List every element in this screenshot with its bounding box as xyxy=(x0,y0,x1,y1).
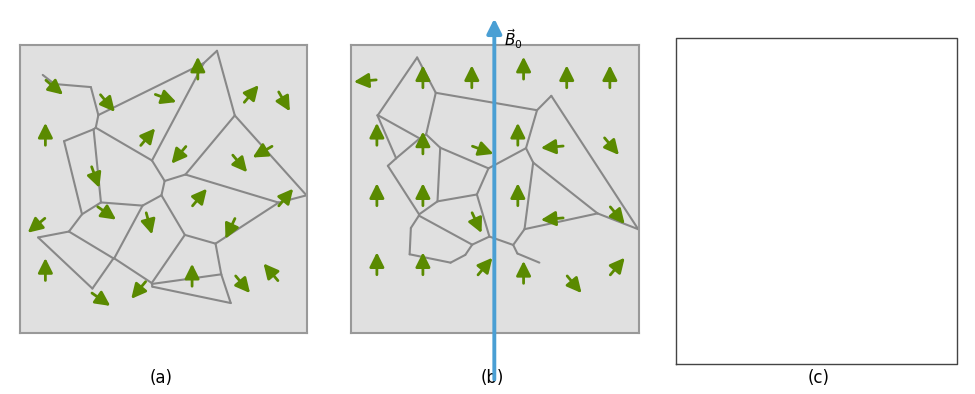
Text: (b): (b) xyxy=(481,369,504,387)
Text: (c): (c) xyxy=(808,369,830,387)
Text: (a): (a) xyxy=(149,369,173,387)
Text: $\vec{B}_0$: $\vec{B}_0$ xyxy=(504,28,523,51)
